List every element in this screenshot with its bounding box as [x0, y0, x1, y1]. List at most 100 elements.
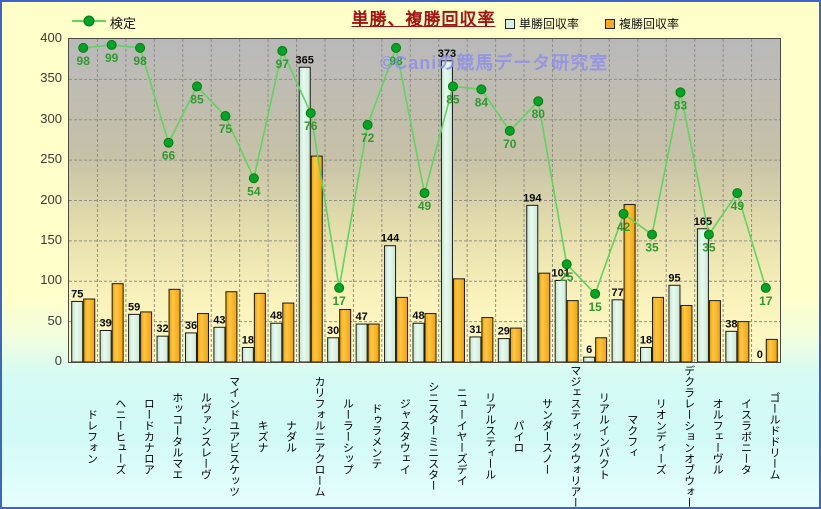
bar-tansho [611, 299, 624, 362]
bar-tansho [71, 300, 84, 362]
bar-fukusho [623, 204, 636, 362]
bar-value-label: 36 [185, 320, 197, 332]
bar-tansho [327, 337, 340, 362]
bar-value-label: 48 [270, 310, 282, 322]
bar-fukusho [737, 321, 750, 362]
bar-fukusho [538, 272, 551, 362]
y-tick-label: 50 [47, 312, 62, 328]
kentei-value-label: 98 [77, 54, 91, 68]
x-category-label: シニスターミニスター [426, 381, 439, 491]
bar-tansho [270, 322, 283, 362]
bar-fukusho [83, 298, 96, 362]
kentei-value-label: 54 [247, 184, 261, 198]
bar-value-label: 101 [552, 267, 570, 279]
kentei-value-label: 75 [219, 122, 233, 136]
kentei-value-label: 49 [418, 199, 432, 213]
bar-value-label: 59 [128, 301, 140, 313]
bar-value-label: 30 [327, 325, 339, 337]
kentei-value-label: 80 [532, 107, 546, 121]
kentei-value-label: 42 [617, 220, 631, 234]
bar-tansho [213, 326, 226, 362]
kentei-value-label: 70 [503, 137, 517, 151]
x-category-label: デクラレーションオブウォー [682, 364, 695, 508]
bar-fukusho [424, 313, 437, 362]
bar-value-label: 39 [100, 318, 112, 330]
y-tick-label: 200 [40, 191, 62, 207]
kentei-line-swatch [72, 15, 106, 30]
kentei-value-label: 35 [702, 241, 716, 255]
bar-tansho [355, 323, 368, 362]
bar-value-label: 165 [694, 216, 712, 228]
kentei-value-label: 17 [759, 294, 773, 308]
bar-fukusho [765, 338, 778, 362]
kentei-marker [106, 39, 117, 50]
x-category-label: キズナ [256, 419, 269, 453]
kentei-marker [163, 137, 174, 148]
x-category-label: リアルインパクト [597, 392, 610, 480]
bar-tansho [440, 60, 453, 362]
x-category-label: マクフィ [625, 414, 638, 458]
x-category-label: ホッコータルマエ [170, 392, 183, 480]
bar-fukusho [595, 337, 608, 362]
kentei-marker [703, 229, 714, 240]
kentei-value-label: 85 [190, 92, 204, 106]
bar-fukusho [396, 296, 409, 362]
kentei-marker [191, 81, 202, 92]
kentei-marker [561, 259, 572, 270]
kentei-value-label: 15 [588, 300, 602, 314]
bar-value-label: 31 [469, 324, 481, 336]
bar-fukusho [282, 302, 295, 362]
fukusho-swatch-icon [605, 18, 616, 29]
y-tick-label: 350 [40, 70, 62, 86]
kentei-value-label: 98 [389, 54, 403, 68]
bar-value-label: 365 [296, 54, 314, 66]
bar-fukusho [168, 288, 181, 362]
kentei-marker [647, 229, 658, 240]
x-category-label: ニューイヤーズデイ [455, 386, 468, 486]
bar-tansho [668, 284, 681, 362]
x-category-label: リオンディーズ [654, 397, 667, 475]
bar-value-label: 75 [71, 288, 83, 300]
kentei-marker [618, 208, 629, 219]
plot-area: 75 39 59 32 36 43 18 48 365 30 47 144 48 373 31 29 194 10… [68, 38, 781, 363]
bar-value-label: 18 [242, 334, 254, 346]
bar-tansho [725, 330, 738, 362]
bar-fukusho [509, 327, 522, 362]
x-category-label: パイロ [512, 419, 525, 453]
bar-tansho [156, 335, 169, 362]
x-category-label: サンダースノー [540, 397, 553, 475]
bar-value-label: 32 [156, 323, 168, 335]
x-category-label: リアルスティール [483, 392, 496, 480]
y-tick-label: 250 [40, 151, 62, 167]
kentei-marker [590, 288, 601, 299]
kentei-marker [362, 119, 373, 130]
bar-value-label: 29 [498, 326, 510, 338]
kentei-value-label: 25 [560, 270, 574, 284]
bar-tansho [412, 322, 425, 362]
kentei-value-label: 17 [333, 294, 347, 308]
chart-title: 単勝、複勝回収率 [351, 10, 496, 29]
x-category-label: ヘニーヒューズ [113, 397, 126, 475]
bar-fukusho [367, 323, 380, 362]
bar-tansho [554, 279, 567, 362]
x-category-label: マインドユアビスケッツ [227, 375, 240, 497]
kentei-value-label: 72 [361, 131, 375, 145]
kentei-marker [391, 42, 402, 53]
bar-tansho [469, 336, 482, 362]
bar-fukusho [196, 313, 209, 362]
bar-value-label: 43 [213, 314, 225, 326]
bar-tansho [241, 346, 254, 362]
x-category-label: ゴールドドリーム [767, 392, 780, 480]
kentei-value-label: 97 [276, 57, 290, 71]
bar-tansho [184, 332, 197, 362]
watermark: ©Caniの競馬データ研究室 [380, 53, 609, 73]
bar-tansho [696, 228, 709, 362]
kentei-marker [476, 84, 487, 95]
kentei-marker [334, 282, 345, 293]
bar-tansho [128, 313, 141, 362]
bar-fukusho [452, 278, 465, 362]
bar-fukusho [253, 292, 266, 362]
kentei-value-label: 66 [162, 149, 176, 163]
kentei-marker [675, 87, 686, 98]
